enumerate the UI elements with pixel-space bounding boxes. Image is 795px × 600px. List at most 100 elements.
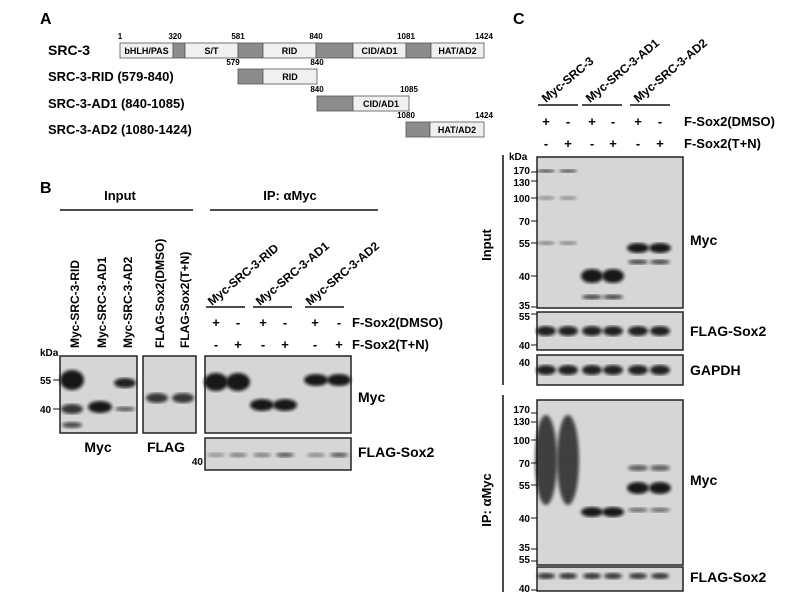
blot-band xyxy=(273,399,297,411)
blot-band xyxy=(628,465,648,471)
mw-marker: 40 xyxy=(519,341,531,352)
row-label: F-Sox2(DMSO) xyxy=(352,315,443,330)
mw-marker: 170 xyxy=(513,405,530,416)
mw-marker: 40 xyxy=(519,272,531,283)
section-label: IP: αMyc xyxy=(479,473,494,527)
residue-number: 1424 xyxy=(475,111,493,120)
sign: + xyxy=(212,315,220,330)
blot-label: FLAG-Sox2 xyxy=(690,569,766,585)
blot-band xyxy=(603,294,623,300)
blot-band xyxy=(537,573,555,579)
residue-number: 1081 xyxy=(397,32,415,41)
panel-c: CMyc-SRC-3Myc-SRC-3-AD1Myc-SRC-3-AD2+--+… xyxy=(479,11,775,595)
blot-band xyxy=(207,452,225,458)
residue-number: 1085 xyxy=(400,85,418,94)
blot-label: GAPDH xyxy=(690,362,741,378)
blot-band xyxy=(628,326,648,336)
sign: + xyxy=(634,114,642,129)
sign: + xyxy=(542,114,550,129)
domain-segment xyxy=(430,42,485,59)
mw-marker: 130 xyxy=(513,417,530,428)
blot-myc-input xyxy=(59,355,138,434)
blot-band xyxy=(253,452,271,458)
sign: - xyxy=(261,337,265,352)
lane-label: FLAG-Sox2(T+N) xyxy=(178,252,192,348)
blot-band xyxy=(537,241,555,245)
mw-marker: 55 xyxy=(519,312,531,323)
blot-band xyxy=(650,465,670,471)
residue-number: 840 xyxy=(310,85,324,94)
kda-label: kDa xyxy=(509,152,528,163)
blot-band xyxy=(650,259,670,265)
mw-marker: 100 xyxy=(513,194,530,205)
sign: + xyxy=(656,136,664,151)
blot-band xyxy=(559,196,577,200)
construct-label: SRC-3 xyxy=(48,42,90,58)
blot-band xyxy=(582,365,602,375)
panel-letter: B xyxy=(40,180,52,197)
residue-number: 320 xyxy=(168,32,182,41)
input-header: Input xyxy=(104,188,136,203)
sign: + xyxy=(234,337,242,352)
blot-band xyxy=(330,452,348,458)
residue-number: 581 xyxy=(231,32,245,41)
blot-band xyxy=(537,169,555,173)
blot-band xyxy=(536,365,556,375)
blot-band xyxy=(603,365,623,375)
sign: - xyxy=(636,136,640,151)
blot-band xyxy=(559,169,577,173)
blot-band xyxy=(115,406,135,412)
residue-number: 1 xyxy=(118,32,123,41)
blot-label: Myc xyxy=(690,232,717,248)
blot-band xyxy=(629,573,647,579)
mw-marker: 40 xyxy=(519,514,531,525)
domain-segment xyxy=(237,42,264,59)
construct-label: SRC-3-AD1 (840-1085) xyxy=(48,96,185,111)
sign: - xyxy=(566,114,570,129)
mw-marker: 170 xyxy=(513,166,530,177)
blot-label: Myc xyxy=(358,389,385,405)
domain-label: CID/AD1 xyxy=(361,46,397,56)
blot-band xyxy=(650,326,670,336)
row-label: F-Sox2(T+N) xyxy=(684,136,761,151)
domain-label: RID xyxy=(282,46,298,56)
lane-label: FLAG-Sox2(DMSO) xyxy=(153,239,167,348)
domain-segment xyxy=(172,42,186,59)
mw-marker: 35 xyxy=(519,301,531,312)
mw-marker: 55 xyxy=(519,239,531,250)
blot-band xyxy=(537,196,555,200)
blot-band xyxy=(536,326,556,336)
sign: - xyxy=(283,315,287,330)
ip-header: IP: αMyc xyxy=(263,188,317,203)
blot-label: Myc xyxy=(84,439,111,455)
blot-band xyxy=(557,415,579,505)
sign: - xyxy=(544,136,548,151)
blot-band xyxy=(307,452,325,458)
blot-band xyxy=(146,393,168,403)
blot-band xyxy=(558,326,578,336)
panel-letter: A xyxy=(40,11,52,28)
blot-band xyxy=(627,482,649,494)
blot-band xyxy=(276,452,294,458)
lane-label: Myc-SRC-3-AD2 xyxy=(121,256,135,348)
domain-label: S/T xyxy=(204,46,219,56)
blot-band xyxy=(650,365,670,375)
mw-marker: 70 xyxy=(519,217,531,228)
blot-band xyxy=(649,243,671,253)
construct-label: SRC-3-AD2 (1080-1424) xyxy=(48,122,192,137)
panel-letter: C xyxy=(513,11,525,28)
sign: - xyxy=(590,136,594,151)
blot-band xyxy=(582,326,602,336)
mw-marker: 40 xyxy=(519,358,531,369)
blot-label: FLAG-Sox2 xyxy=(690,323,766,339)
blot-band xyxy=(60,370,84,390)
blot-band xyxy=(62,422,82,428)
lane-label: Myc-SRC-3-AD1 xyxy=(95,256,109,348)
mw-marker: 100 xyxy=(513,436,530,447)
sign: + xyxy=(335,337,343,352)
sign: + xyxy=(311,315,319,330)
sign: - xyxy=(236,315,240,330)
blot-band xyxy=(602,507,624,517)
blot-band xyxy=(559,241,577,245)
